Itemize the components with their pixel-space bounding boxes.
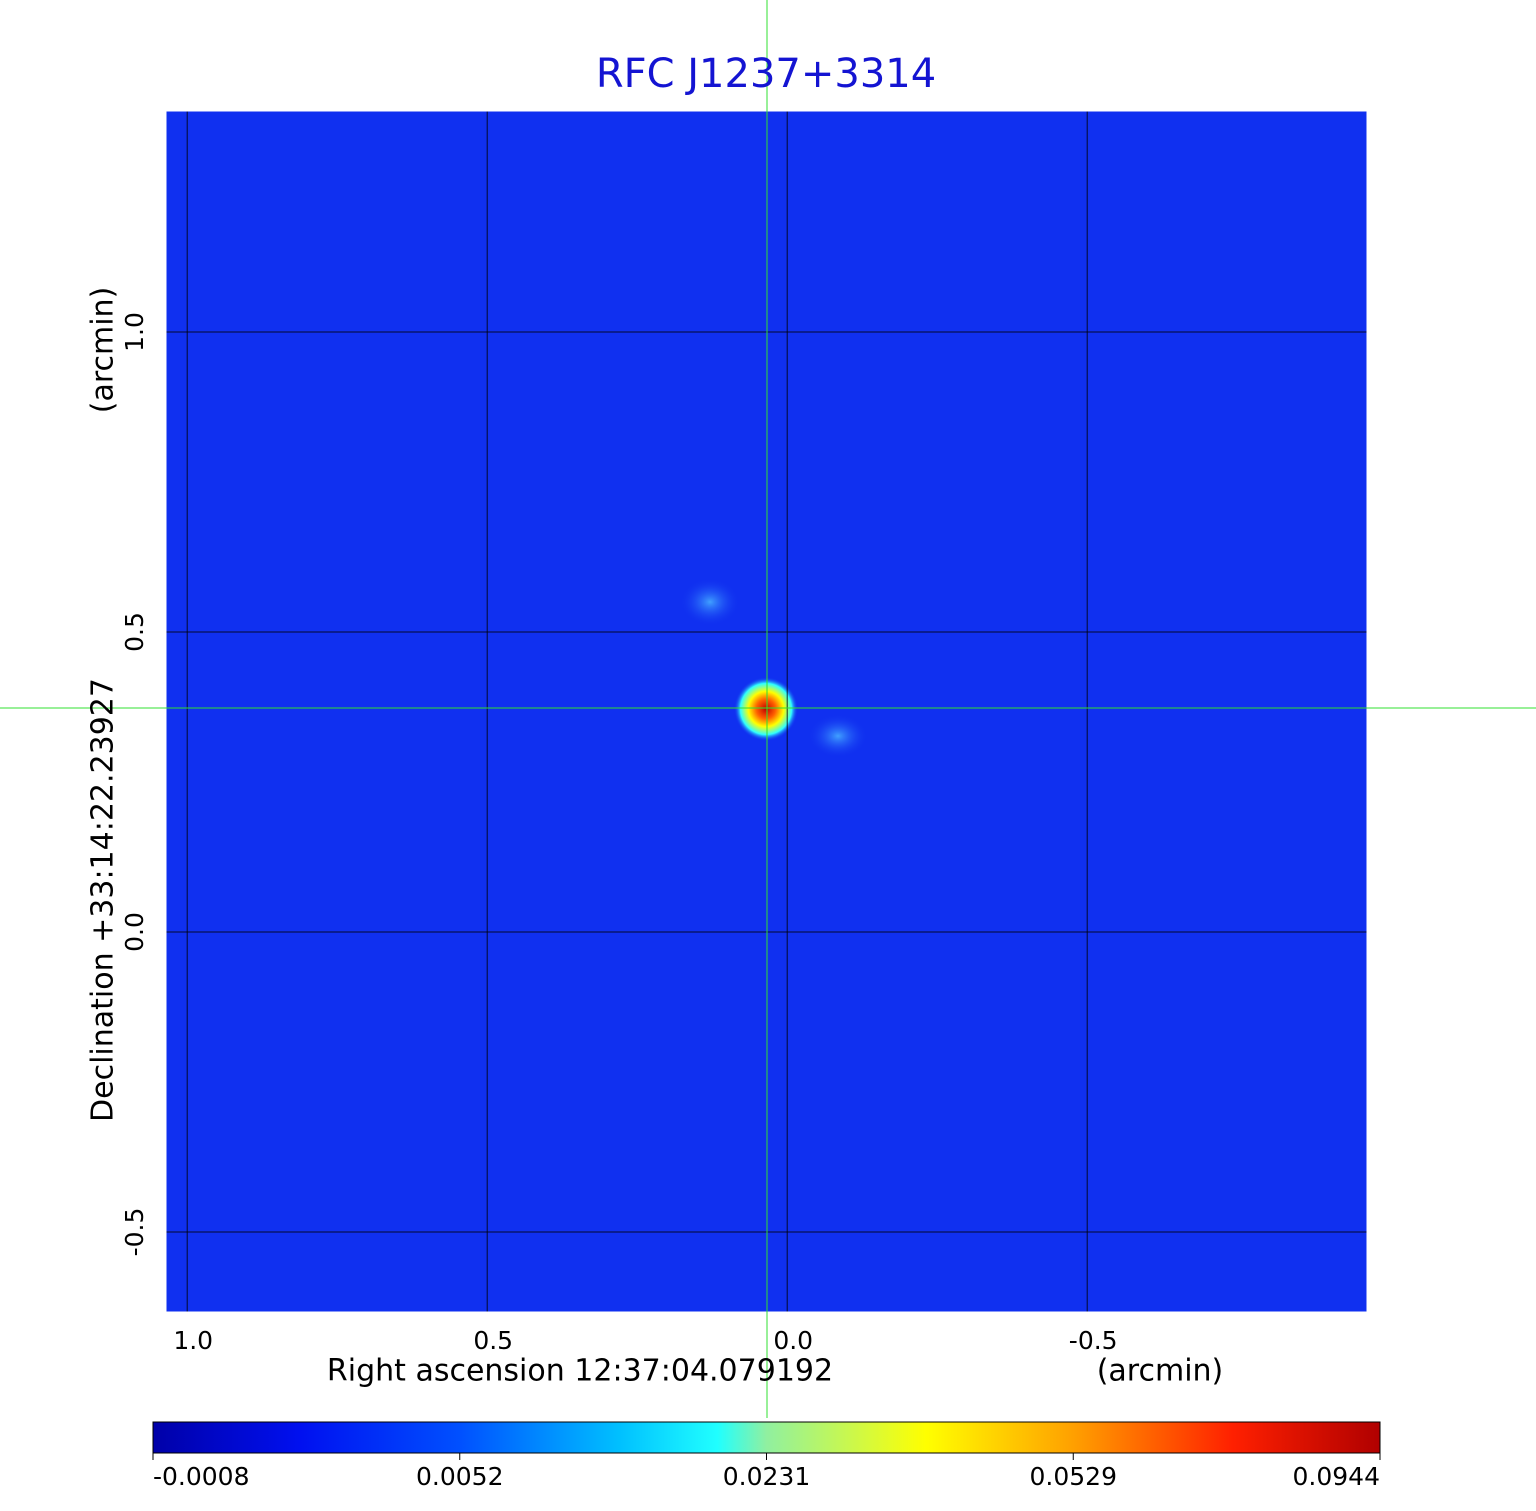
y-tick-label: 0.0: [120, 912, 149, 952]
x-tick-label: -0.5: [1069, 1326, 1118, 1355]
y-tick-label: 0.5: [120, 612, 149, 652]
chart-title: RFC J1237+3314: [596, 51, 936, 97]
colorbar-tick-label: 0.0529: [1030, 1462, 1117, 1491]
y-tick-label: 1.0: [120, 312, 149, 352]
x-tick-label: 1.0: [173, 1326, 213, 1355]
y-axis-label: Declination +33:14:22.23927: [86, 678, 121, 1122]
x-tick-label: 0.0: [773, 1326, 813, 1355]
y-tick-label: -0.5: [120, 1208, 149, 1257]
y-axis-unit: (arcmin): [86, 287, 121, 414]
x-axis-label: Right ascension 12:37:04.079192: [327, 1354, 833, 1389]
colorbar-tick-label: 0.0944: [1293, 1462, 1380, 1491]
colorbar-tick-label: 0.0052: [416, 1462, 503, 1491]
colorbar: [152, 1421, 1381, 1454]
feature: [680, 578, 740, 626]
colorbar-tick-label: -0.0008: [153, 1462, 250, 1491]
x-tick-label: 0.5: [473, 1326, 513, 1355]
feature: [808, 714, 868, 758]
x-axis-unit: (arcmin): [1097, 1354, 1224, 1389]
source: [734, 677, 798, 741]
colorbar-tick-label: 0.0231: [723, 1462, 810, 1491]
